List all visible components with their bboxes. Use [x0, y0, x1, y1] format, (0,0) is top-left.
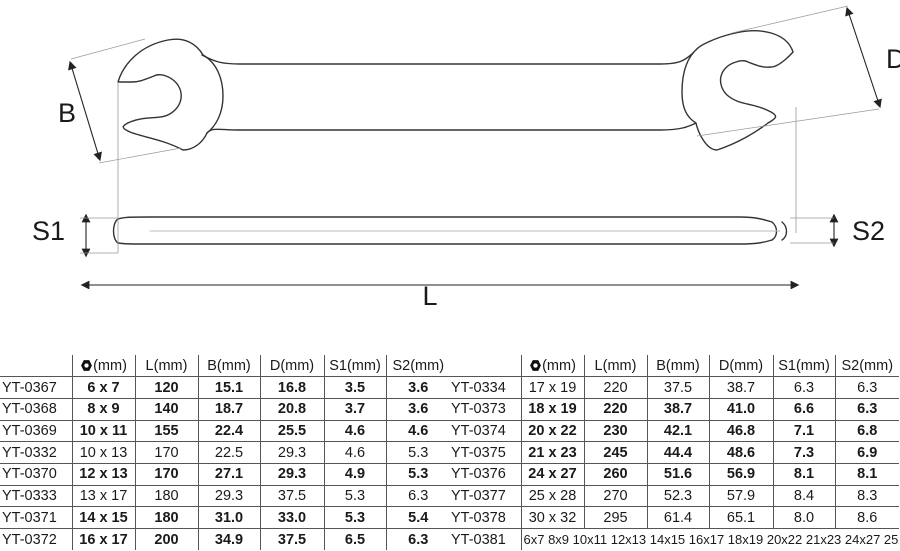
svg-text:S1: S1	[32, 216, 65, 246]
svg-text:L: L	[422, 281, 437, 311]
svg-text:D: D	[886, 44, 900, 74]
svg-text:S2: S2	[852, 216, 885, 246]
svg-text:B: B	[58, 98, 76, 128]
